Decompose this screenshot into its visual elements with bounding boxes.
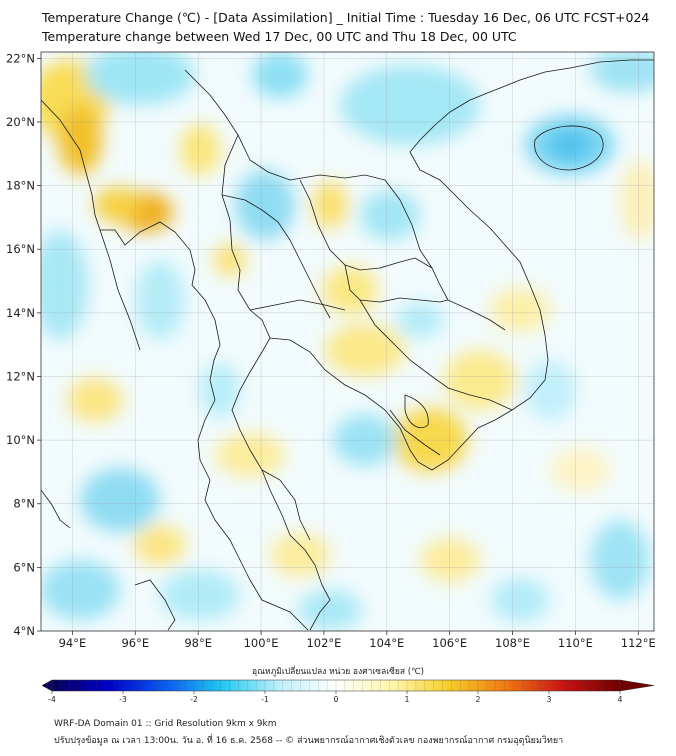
lon-label: 98°E [184,636,212,650]
lat-label: 4°N [13,624,35,638]
colorbar-extend-high [619,679,655,692]
colorbar-extend-low [41,679,53,692]
colorbar-tick-label: 2 [476,695,481,704]
lon-label: 100°E [244,636,279,650]
lon-label: 108°E [495,636,530,650]
plot-frame [40,51,655,632]
lon-label: 104°E [369,636,404,650]
map-subtitle: Temperature change between Wed 17 Dec, 0… [42,29,517,44]
model-info: WRF-DA Domain 01 :: Grid Resolution 9km … [54,719,277,729]
colorbar-tick-label: 4 [618,695,623,704]
graticule [41,52,654,631]
lon-label: 102°E [306,636,341,650]
lat-label: 14°N [6,306,35,320]
lat-label: 10°N [6,433,35,447]
plot-area [41,52,654,631]
lat-label: 12°N [6,369,35,383]
lon-label: 96°E [121,636,149,650]
lon-label: 110°E [558,636,593,650]
map-title: Temperature Change (℃) - [Data Assimilat… [42,10,650,25]
lat-label: 16°N [6,242,35,256]
colorbar-label: อุณหภูมิเปลี่ยนแปลง หน่วย องศาเซลเซียส (… [252,667,424,677]
longitude-axis: 94°E 96°E 98°E 100°E 102°E 104°E 106°E 108°E 110… [59,631,656,650]
colorbar-tick-label: -1 [261,695,269,704]
colorbar-tick-label: -3 [119,695,127,704]
colorbar-tick-label: -4 [48,695,56,704]
lon-label: 112°E [621,636,656,650]
lat-label: 8°N [13,497,35,511]
colorbar-tick-label: -2 [190,695,198,704]
lat-label: 6°N [13,560,35,574]
colorbar: -4 -3 -2 -1 0 1 2 3 4 [41,679,655,704]
update-credit: ปรับปรุงข้อมูล ณ เวลา 13:00น. วัน อ. ที่… [54,736,564,746]
lon-label: 94°E [59,636,87,650]
colorbar-tick-label: 0 [334,695,339,704]
lat-label: 18°N [6,179,35,193]
colorbar-tick-label: 3 [547,695,552,704]
colorbar-tick-label: 1 [405,695,410,704]
lat-label: 22°N [6,51,35,65]
lon-label: 106°E [432,636,467,650]
latitude-axis: 22°N 20°N 18°N 16°N 14°N 12°N 10°N 8°N 6°N 4°N [6,51,41,638]
lat-label: 20°N [6,115,35,129]
coastlines-and-borders [41,59,654,631]
